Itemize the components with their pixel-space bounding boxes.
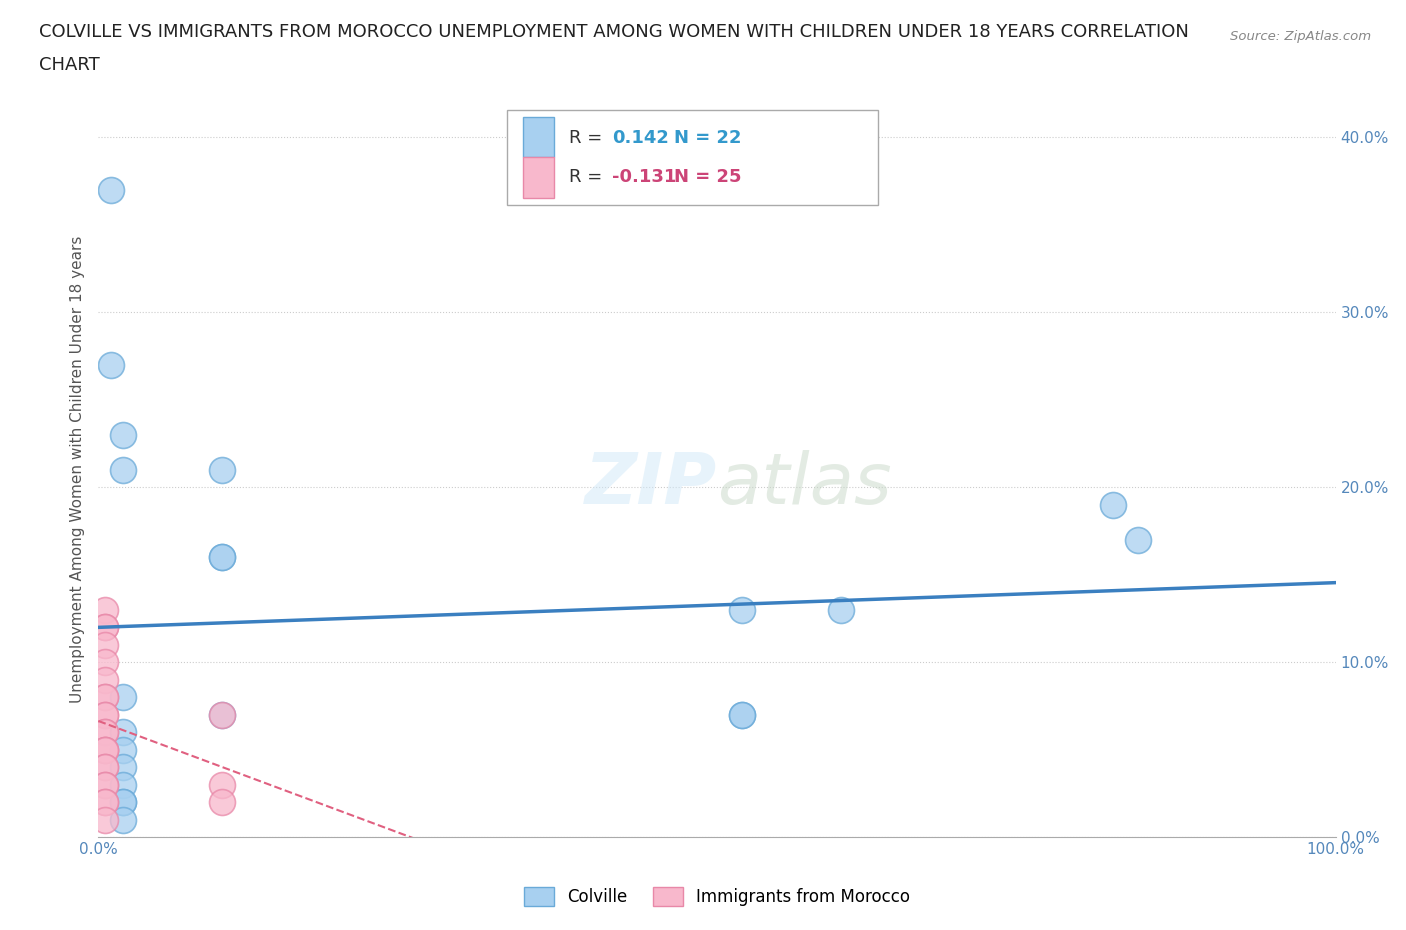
Point [100,182,122,197]
Text: R =: R = [568,128,607,147]
Point [93,724,115,739]
Point [211,462,233,477]
Point [112,794,135,809]
Point [112,724,135,739]
Point [93,690,115,705]
Point [93,777,115,792]
Text: Source: ZipAtlas.com: Source: ZipAtlas.com [1230,30,1371,43]
Point [731,707,754,722]
Point [112,690,135,705]
Text: CHART: CHART [39,56,100,73]
Point [211,777,233,792]
Text: R =: R = [568,168,607,186]
Point [93,690,115,705]
Point [112,742,135,757]
Text: N = 22: N = 22 [673,128,741,147]
Point [93,707,115,722]
Point [211,550,233,565]
FancyBboxPatch shape [523,117,554,157]
Point [112,760,135,775]
Point [93,619,115,634]
Point [93,760,115,775]
Text: N = 25: N = 25 [673,168,741,186]
Point [830,602,852,617]
Text: -0.131: -0.131 [612,168,676,186]
Point [93,812,115,827]
Point [211,550,233,565]
Point [1126,532,1149,547]
Point [112,794,135,809]
Point [93,742,115,757]
FancyBboxPatch shape [506,110,877,206]
Point [731,707,754,722]
Point [100,357,122,372]
Text: COLVILLE VS IMMIGRANTS FROM MOROCCO UNEMPLOYMENT AMONG WOMEN WITH CHILDREN UNDER: COLVILLE VS IMMIGRANTS FROM MOROCCO UNEM… [39,23,1189,41]
Text: 0.142: 0.142 [612,128,669,147]
Text: atlas: atlas [717,450,891,519]
Point [211,707,233,722]
Point [93,777,115,792]
Point [211,707,233,722]
Point [112,777,135,792]
Point [93,794,115,809]
Point [112,462,135,477]
Legend: Colville, Immigrants from Morocco: Colville, Immigrants from Morocco [517,881,917,913]
FancyBboxPatch shape [523,157,554,198]
Text: ZIP: ZIP [585,450,717,519]
Point [93,602,115,617]
Point [112,812,135,827]
Point [731,602,754,617]
Y-axis label: Unemployment Among Women with Children Under 18 years: Unemployment Among Women with Children U… [69,236,84,703]
Point [93,637,115,652]
Point [112,427,135,442]
Point [1102,498,1125,512]
Point [93,724,115,739]
Point [93,742,115,757]
Point [93,655,115,670]
Point [93,672,115,687]
Point [93,619,115,634]
Point [93,760,115,775]
Point [93,794,115,809]
Point [93,742,115,757]
Point [211,794,233,809]
Point [93,707,115,722]
